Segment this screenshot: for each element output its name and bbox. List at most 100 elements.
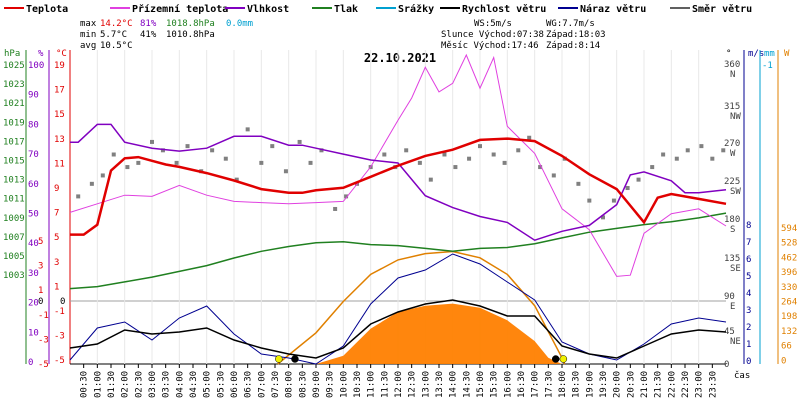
x-tick-label: 21:00 — [640, 371, 650, 398]
ms-tick-label: 7 — [746, 238, 751, 248]
c-tick-label: 15 — [54, 110, 65, 120]
c-tick-label: 3 — [54, 258, 59, 268]
wind-direction-dot — [270, 144, 275, 149]
info-ws: WS:5m/s — [474, 19, 512, 29]
wind-direction-dot — [344, 194, 349, 199]
x-tick-label: 10:30 — [353, 371, 363, 398]
wind-direction-dot — [223, 156, 228, 161]
wind-direction-dot — [685, 148, 690, 153]
wind-direction-dot — [136, 160, 141, 165]
direction-degree-label: 360 — [724, 60, 740, 70]
x-tick-label: 11:00 — [367, 371, 377, 398]
x-tick-label: 06:30 — [244, 371, 254, 398]
x-tick-label: 19:00 — [585, 371, 595, 398]
x-tick-label: 20:00 — [613, 371, 623, 398]
wind-direction-dot — [111, 152, 116, 157]
x-tick-label: 12:00 — [394, 371, 404, 398]
wind-direction-dot — [417, 160, 422, 165]
c-tick-label: 9 — [54, 184, 59, 194]
wind-direction-dot — [587, 198, 592, 203]
unit-hpa: hPa — [4, 49, 20, 59]
x-tick-label: 04:30 — [189, 371, 199, 398]
x-tick-label: 08:30 — [298, 371, 308, 398]
c-tick-label: 7 — [54, 209, 59, 219]
c-tick-label: 1 — [54, 282, 59, 292]
stats-min-temp: 5.7°C — [100, 30, 127, 40]
ms-tick-label: 2 — [746, 323, 751, 333]
wind-direction-dot — [551, 173, 556, 178]
w-tick-label: 0 — [781, 356, 786, 366]
wind-direction-dot — [650, 165, 655, 170]
stats-avg-temp: 10.5°C — [100, 41, 133, 51]
unit-deg: ° — [726, 49, 731, 59]
w-tick-label: 330 — [781, 283, 797, 293]
wind-direction-dot — [442, 152, 447, 157]
unit-c: °C — [56, 49, 67, 59]
direction-degree-label: 90 — [724, 292, 735, 302]
humidity-line — [70, 123, 727, 242]
hpa-tick-label: 1025 — [3, 61, 25, 71]
x-tick-label: 11:30 — [380, 371, 390, 398]
x-tick-label: 17:30 — [544, 371, 554, 398]
c-tick-label: 3 — [38, 262, 43, 272]
astro-markers — [275, 355, 568, 363]
wind-direction-dot — [636, 177, 641, 182]
axis-ticks: 1025102310211019101710151013101110091007… — [3, 60, 797, 370]
stats-max-label: max — [80, 19, 97, 29]
w-tick-label: 66 — [781, 342, 792, 352]
wind-direction-dot — [245, 127, 250, 132]
wind-direction-dot — [125, 165, 130, 170]
wind-direction-dot — [710, 156, 715, 161]
zero-label: 0 — [38, 297, 43, 307]
info-sun-set: Západ:18:03 — [546, 30, 606, 40]
c-tick-label: -5 — [54, 356, 65, 366]
x-tick-label: 16:30 — [517, 371, 527, 398]
wind-direction-dot — [674, 156, 679, 161]
c-tick-label: 1 — [38, 286, 43, 296]
hpa-tick-label: 1009 — [3, 214, 25, 224]
x-tick-label: 20:30 — [626, 371, 636, 398]
x-tick-label: 12:30 — [408, 371, 418, 398]
x-tick-label: 16:00 — [503, 371, 513, 398]
wind-direction-dot — [160, 148, 165, 153]
c-tick-label: -5 — [38, 360, 49, 370]
wind-direction-dot — [576, 181, 581, 186]
c-tick-label: 5 — [38, 237, 43, 247]
x-tick-label: 13:00 — [421, 371, 431, 398]
wind-direction-dot — [491, 152, 496, 157]
wind-direction-dot — [319, 148, 324, 153]
wind-direction-dot — [382, 152, 387, 157]
c-tick-label: 17 — [54, 86, 65, 96]
wind-direction-dot — [467, 156, 472, 161]
x-tick-label: 06:00 — [230, 371, 240, 398]
info-sun: Slunce Východ:07:38 — [441, 30, 544, 40]
x-tick-label: 09:00 — [312, 371, 322, 398]
x-tick-label: 10:00 — [339, 371, 349, 398]
x-tick-label: 15:30 — [490, 371, 500, 398]
direction-degree-label: 45 — [724, 327, 735, 337]
wind-direction-dot — [527, 135, 532, 140]
pct-tick-label: 60 — [28, 180, 39, 190]
moonrise-marker — [551, 355, 560, 363]
hpa-tick-label: 1005 — [3, 252, 25, 262]
x-tick-label: 00:30 — [80, 371, 90, 398]
pct-tick-label: 20 — [28, 299, 39, 309]
mm-tick-label: -1 — [762, 61, 773, 71]
wind-direction-dot — [210, 148, 215, 153]
direction-compass-label: W — [730, 149, 736, 159]
wind-direction-dot — [625, 186, 630, 191]
c-tick-label: 5 — [54, 233, 59, 243]
legend-wind-gust: Náraz větru — [580, 3, 646, 15]
legend-ground-temp: Přízemní teplota — [132, 3, 228, 15]
pct-tick-label: 100 — [28, 61, 44, 71]
chart-title: 22.10.2021 — [364, 51, 436, 65]
stats-min-label: min — [80, 30, 96, 40]
unit-ms: m/s — [748, 49, 764, 59]
ms-tick-label: 4 — [746, 289, 751, 299]
c-tick-label: -3 — [38, 335, 49, 345]
stats-max-press: 1018.8hPa — [166, 19, 215, 29]
hpa-tick-label: 1017 — [3, 137, 25, 147]
w-tick-label: 264 — [781, 298, 797, 308]
direction-degree-label: 315 — [724, 102, 740, 112]
wind-direction-dot — [699, 144, 704, 149]
